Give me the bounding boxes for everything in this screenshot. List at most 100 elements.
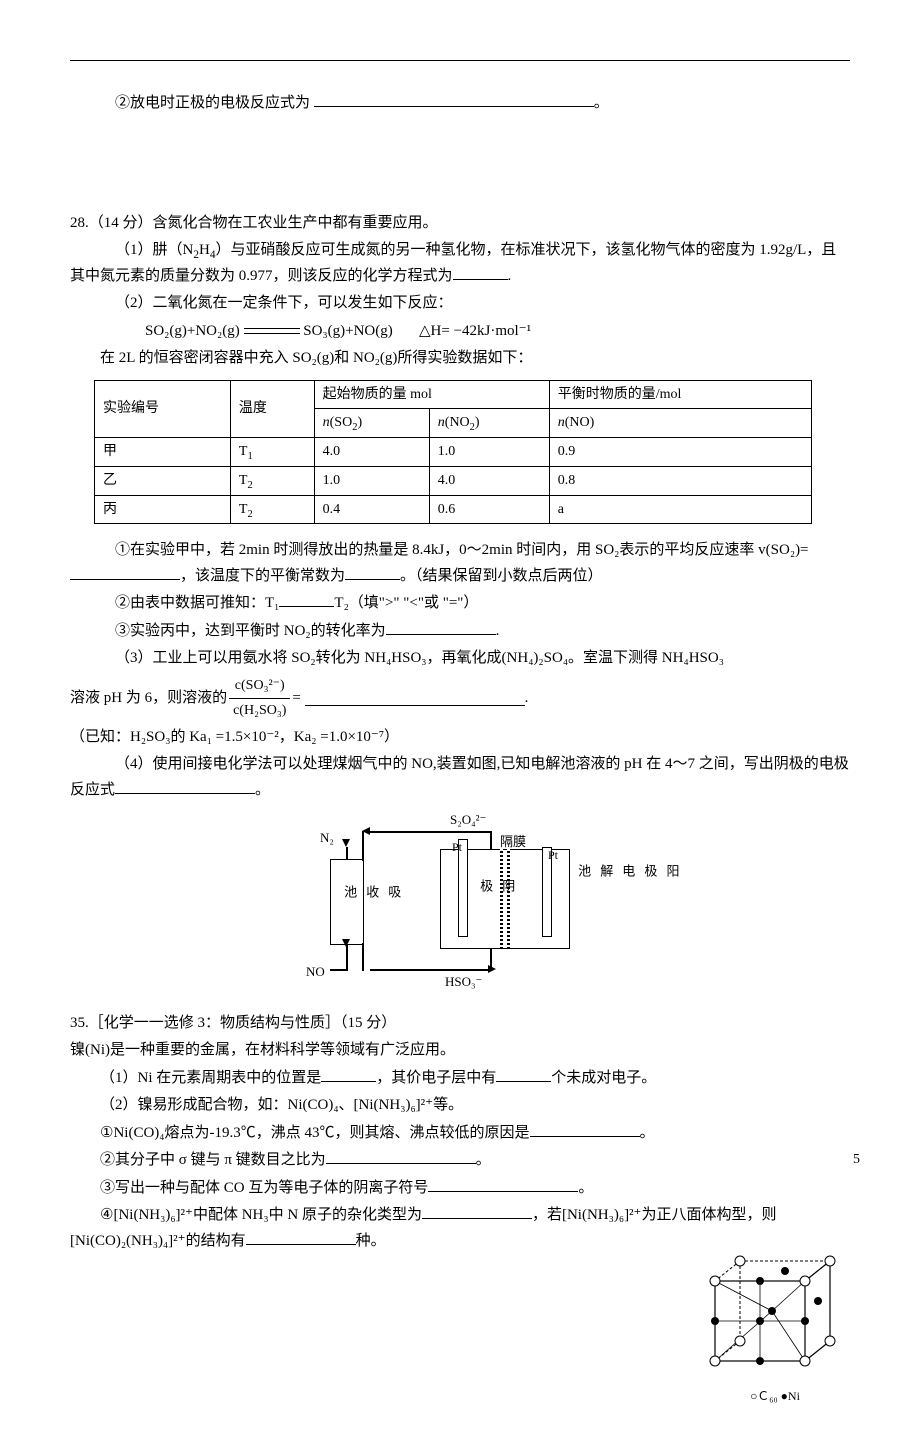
lbl-hso3: HSO₃⁻	[445, 971, 482, 993]
crystal-legend: ○Ｃ₆₀ ●Ni	[700, 1386, 850, 1406]
t: ③写出一种与配体 CO 互为等电子体的阴离子符号	[100, 1180, 428, 1196]
equil-arrow	[244, 325, 300, 337]
lbl-absorb: 吸收池	[338, 885, 404, 900]
q28-p4: ②由表中数据可推知：T₁T₂（填">" "<"或 "="）	[70, 591, 850, 617]
discharge-text: ②放电时正极的电极反应式为	[115, 95, 310, 111]
t: .	[508, 268, 512, 284]
t: 溶液 pH 为 6，则溶液的	[70, 686, 227, 712]
conn	[362, 831, 364, 861]
cell: 甲	[95, 438, 231, 467]
th-nno2: n(NO2)	[429, 409, 549, 438]
t: 种。	[356, 1233, 386, 1249]
blank	[305, 691, 525, 706]
t: ，其价电子层中有	[376, 1070, 496, 1086]
t: 。	[255, 782, 270, 798]
th-nso2: n(SO2)	[314, 409, 429, 438]
q35-p2b: ②其分子中 σ 键与 π 键数目之比为。	[70, 1148, 850, 1174]
t: =	[292, 686, 300, 712]
blank	[453, 265, 508, 280]
lbl-anode: 阳极电解池	[572, 864, 682, 879]
blank	[279, 592, 334, 607]
t: ②其分子中 σ 键与 π 键数目之比为	[100, 1152, 326, 1168]
t: 。	[578, 1180, 593, 1196]
lbl-cathode: 阴极	[474, 879, 518, 894]
blank	[496, 1067, 551, 1082]
q35-p2: （2）镍易形成配合物，如：Ni(CO)₄、[Ni(NH₃)₆]²⁺等。	[70, 1093, 850, 1119]
blank	[326, 1149, 476, 1164]
electrochem-diagram: S₂O₄²⁻ N₂ 吸收池 Pt Pt 隔膜 阴极 阳极电解池 HSO₃⁻	[70, 809, 850, 999]
top-rule	[70, 60, 850, 61]
eq-l: SO₂(g)+NO₂(g)	[145, 323, 240, 339]
blank	[314, 92, 594, 107]
cell: 1.0	[314, 466, 429, 495]
frac-num: c(SO₃²⁻)	[229, 674, 290, 699]
discharge-line: ②放电时正极的电极反应式为 。	[70, 91, 850, 117]
cell: 乙	[95, 466, 231, 495]
lbl-pt2: Pt	[548, 845, 558, 865]
t: （1）肼（N	[115, 242, 193, 258]
q28-p2: （2）二氧化氮在一定条件下，可以发生如下反应：	[70, 291, 850, 317]
spacer	[70, 119, 850, 209]
blank	[345, 565, 400, 580]
q35-p1: （1）Ni 在元素周期表中的位置是，其价电子层中有个未成对电子。	[70, 1066, 850, 1092]
cell: 1.0	[429, 438, 549, 467]
t: ④[Ni(NH₃)₆]²⁺中配体 NH₃中 N 原子的杂化类型为	[100, 1207, 422, 1223]
crystal-svg	[700, 1246, 850, 1376]
t: .	[525, 686, 529, 712]
data-table: 实验编号 温度 起始物质的量 mol 平衡时物质的量/mol n(SO2) n(…	[94, 380, 812, 525]
cell: 4.0	[314, 438, 429, 467]
q35-header: 35.［化学一一选修 3：物质结构与性质］（15 分）	[70, 1011, 850, 1037]
t: ①在实验甲中，若 2min 时测得放出的热量是 8.4kJ，0～2min 时间内…	[115, 542, 809, 558]
q35-p2a: ①Ni(CO)₄熔点为-19.3℃，沸点 43℃，则其熔、沸点较低的原因是 。	[70, 1121, 850, 1147]
blank	[115, 779, 255, 794]
fraction: c(SO₃²⁻) c(H₂SO₃)	[229, 674, 290, 723]
cell: 0.4	[314, 495, 429, 524]
th-start: 起始物质的量 mol	[314, 380, 549, 409]
eq-r: SO₃(g)+NO(g)	[303, 323, 393, 339]
lbl-pt1: Pt	[452, 837, 462, 857]
cell: 4.0	[429, 466, 549, 495]
cell: 丙	[95, 495, 231, 524]
q35-intro: 镍(Ni)是一种重要的金属，在材料科学等领域有广泛应用。	[70, 1038, 850, 1064]
blank	[386, 620, 496, 635]
arrowhead-up-icon	[342, 839, 350, 847]
t: ③实验丙中，达到平衡时 NO₂的转化率为	[115, 623, 386, 639]
blank	[321, 1067, 376, 1082]
lbl-n2: N₂	[320, 827, 334, 849]
q28-p1: （1）肼（N2H4）与亚硝酸反应可生成氮的另一种氢化物，在标准状况下，该氢化物气…	[70, 238, 850, 289]
t: 个未成对电子。	[551, 1070, 656, 1086]
blank	[70, 565, 180, 580]
q28-p6a: （3）工业上可以用氨水将 SO₂转化为 NH₄HSO₃，再氧化成(NH₄)₂SO…	[70, 646, 850, 672]
page-number: 5	[853, 1148, 860, 1172]
blank	[422, 1204, 532, 1219]
table-row: 乙 T2 1.0 4.0 0.8	[95, 466, 812, 495]
conn	[490, 831, 492, 849]
blank	[428, 1177, 578, 1192]
frac-den: c(H₂SO₃)	[229, 699, 290, 723]
conn	[490, 949, 492, 971]
table-row: 甲 T1 4.0 1.0 0.9	[95, 438, 812, 467]
q28-p3: ①在实验甲中，若 2min 时测得放出的热量是 8.4kJ，0～2min 时间内…	[70, 538, 850, 589]
cell: 0.9	[549, 438, 811, 467]
t: 。	[640, 1125, 655, 1141]
cell: 0.8	[549, 466, 811, 495]
lbl-no: NO	[306, 961, 325, 983]
q28-p2b: 在 2L 的恒容密闭容器中充入 SO₂(g)和 NO₂(g)所得实验数据如下：	[70, 346, 850, 372]
lbl-s2o4: S₂O₄²⁻	[450, 809, 486, 831]
blank	[530, 1122, 640, 1137]
arrowhead-up2-icon	[342, 939, 350, 947]
th-eq: 平衡时物质的量/mol	[549, 380, 811, 409]
lbl-membrane: 隔膜	[500, 831, 526, 853]
t: ②由表中数据可推知：T₁	[115, 595, 279, 611]
th-temp: 温度	[230, 380, 314, 438]
cell: 0.6	[429, 495, 549, 524]
membrane2	[507, 849, 510, 949]
arrow-top	[370, 831, 490, 833]
t: H	[199, 242, 210, 258]
q28-p6b: 溶液 pH 为 6，则溶液的 c(SO₃²⁻) c(H₂SO₃) = .	[70, 674, 850, 723]
th-nno: n(NO)	[549, 409, 811, 438]
q28-p5: ③实验丙中，达到平衡时 NO₂的转化率为.	[70, 619, 850, 645]
no-line2	[346, 945, 348, 970]
t: ①Ni(CO)₄熔点为-19.3℃，沸点 43℃，则其熔、沸点较低的原因是	[100, 1125, 530, 1141]
cell: T1	[230, 438, 314, 467]
